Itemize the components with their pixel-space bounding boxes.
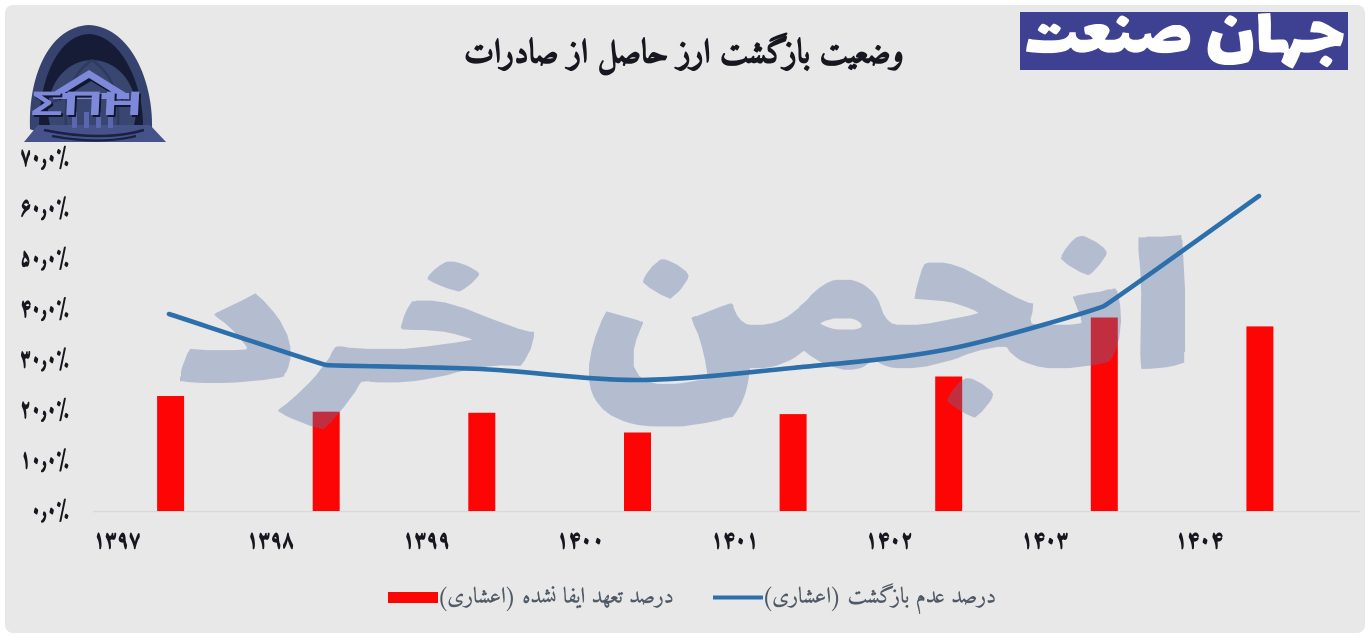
- svg-text:ΣΠΗ: ΣΠΗ: [31, 87, 145, 125]
- svg-text:ΣΠΗ: ΣΠΗ: [29, 85, 143, 123]
